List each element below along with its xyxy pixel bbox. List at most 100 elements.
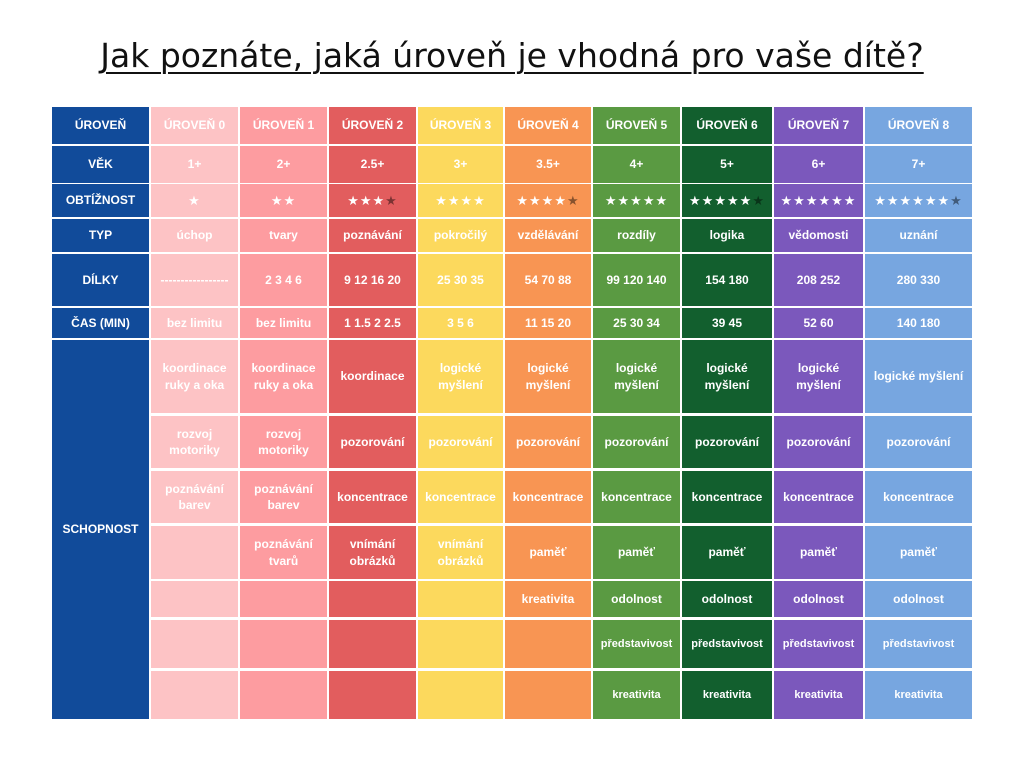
level-type: poznávání bbox=[329, 219, 416, 252]
difficulty-stars: ★★★★★★ bbox=[682, 184, 772, 217]
skill-cell: koncentrace bbox=[774, 471, 863, 523]
difficulty-stars: ★ bbox=[151, 184, 238, 217]
level-type: rozdíly bbox=[593, 219, 680, 252]
skill-cell: kreativita bbox=[505, 581, 591, 617]
level-type: vzdělávání bbox=[505, 219, 591, 252]
skill-cell: představivost bbox=[682, 620, 772, 668]
skill-cell: logické myšlení bbox=[865, 340, 972, 413]
level-header: ÚROVEŇ bbox=[52, 107, 149, 144]
skill-cell: koncentrace bbox=[593, 471, 680, 523]
skill-cell: pozorování bbox=[593, 416, 680, 468]
level-pieces: 208 252 bbox=[774, 254, 863, 306]
skill-cell: odolnost bbox=[774, 581, 863, 617]
level-type: vědomosti bbox=[774, 219, 863, 252]
skill-cell bbox=[418, 620, 503, 668]
skill-cell: paměť bbox=[593, 526, 680, 579]
level-age: 4+ bbox=[593, 146, 680, 183]
skill-cell bbox=[418, 581, 503, 617]
level-time: 3 5 6 bbox=[418, 308, 503, 338]
skill-cell: vnímání obrázků bbox=[329, 526, 416, 579]
skill-cell: pozorování bbox=[682, 416, 772, 468]
skill-cell: odolnost bbox=[682, 581, 772, 617]
level-time: 52 60 bbox=[774, 308, 863, 338]
skill-cell: koordinace ruky a oka bbox=[240, 340, 327, 413]
level-time: bez limitu bbox=[240, 308, 327, 338]
level-time: bez limitu bbox=[151, 308, 238, 338]
level-name: ÚROVEŇ 2 bbox=[329, 107, 416, 144]
skill-cell: pozorování bbox=[329, 416, 416, 468]
skill-cell: vnímání obrázků bbox=[418, 526, 503, 579]
level-type: uznání bbox=[865, 219, 972, 252]
skill-cell: logické myšlení bbox=[682, 340, 772, 413]
skill-cell bbox=[151, 526, 238, 579]
skill-cell bbox=[329, 671, 416, 719]
skill-cell: logické myšlení bbox=[418, 340, 503, 413]
level-name: ÚROVEŇ 7 bbox=[774, 107, 863, 144]
skill-cell bbox=[240, 581, 327, 617]
skill-cell: pozorování bbox=[418, 416, 503, 468]
type-header: TYP bbox=[52, 219, 149, 252]
skill-cell: logické myšlení bbox=[774, 340, 863, 413]
level-age: 2.5+ bbox=[329, 146, 416, 183]
half-star-icon: ★ bbox=[950, 192, 963, 208]
level-age: 3.5+ bbox=[505, 146, 591, 183]
time-header: ČAS (MIN) bbox=[52, 308, 149, 338]
skill-cell: poznávání barev bbox=[240, 471, 327, 523]
level-pieces: 2 3 4 6 bbox=[240, 254, 327, 306]
level-age: 2+ bbox=[240, 146, 327, 183]
difficulty-stars: ★★★★★ bbox=[505, 184, 591, 217]
level-name: ÚROVEŇ 6 bbox=[682, 107, 772, 144]
skill-cell: kreativita bbox=[682, 671, 772, 719]
level-time: 140 180 bbox=[865, 308, 972, 338]
level-pieces: 9 12 16 20 bbox=[329, 254, 416, 306]
difficulty-stars: ★★★★★★ ★ bbox=[865, 184, 972, 217]
difficulty-stars: ★★★★★ bbox=[593, 184, 680, 217]
level-pieces: 280 330 bbox=[865, 254, 972, 306]
level-name: ÚROVEŇ 4 bbox=[505, 107, 591, 144]
skill-cell: kreativita bbox=[865, 671, 972, 719]
skill-cell: kreativita bbox=[593, 671, 680, 719]
level-type: úchop bbox=[151, 219, 238, 252]
skill-cell: paměť bbox=[682, 526, 772, 579]
level-time: 11 15 20 bbox=[505, 308, 591, 338]
level-type: logika bbox=[682, 219, 772, 252]
level-age: 1+ bbox=[151, 146, 238, 183]
skill-cell: odolnost bbox=[865, 581, 972, 617]
skill-cell: poznávání barev bbox=[151, 471, 238, 523]
skill-cell: koordinace ruky a oka bbox=[151, 340, 238, 413]
level-type: pokročilý bbox=[418, 219, 503, 252]
level-age: 5+ bbox=[682, 146, 772, 183]
level-name: ÚROVEŇ 5 bbox=[593, 107, 680, 144]
skill-cell bbox=[151, 581, 238, 617]
pieces-header: DÍLKY bbox=[52, 254, 149, 306]
skill-cell: odolnost bbox=[593, 581, 680, 617]
skill-cell: představivost bbox=[865, 620, 972, 668]
skill-cell: rozvoj motoriky bbox=[240, 416, 327, 468]
skill-cell bbox=[240, 620, 327, 668]
difficulty-stars: ★★★★★★ bbox=[774, 184, 863, 217]
skill-cell bbox=[151, 620, 238, 668]
skill-cell bbox=[505, 620, 591, 668]
skill-cell bbox=[329, 620, 416, 668]
skill-cell bbox=[505, 671, 591, 719]
difficulty-stars: ★★★★ bbox=[418, 184, 503, 217]
level-time: 25 30 34 bbox=[593, 308, 680, 338]
skill-cell: pozorování bbox=[774, 416, 863, 468]
level-pieces: 154 180 bbox=[682, 254, 772, 306]
skill-cell: paměť bbox=[774, 526, 863, 579]
skill-cell bbox=[418, 671, 503, 719]
level-pieces: 99 120 140 bbox=[593, 254, 680, 306]
level-pieces: 54 70 88 bbox=[505, 254, 591, 306]
skill-cell: pozorování bbox=[865, 416, 972, 468]
level-age: 3+ bbox=[418, 146, 503, 183]
skill-cell: kreativita bbox=[774, 671, 863, 719]
difficulty-stars: ★★ bbox=[240, 184, 327, 217]
skill-cell: paměť bbox=[505, 526, 591, 579]
skill-cell bbox=[240, 671, 327, 719]
skill-cell: koncentrace bbox=[505, 471, 591, 523]
skill-cell: rozvoj motoriky bbox=[151, 416, 238, 468]
skill-cell: představivost bbox=[774, 620, 863, 668]
skill-cell: poznávání tvarů bbox=[240, 526, 327, 579]
level-pieces: 25 30 35 bbox=[418, 254, 503, 306]
level-age: 7+ bbox=[865, 146, 972, 183]
